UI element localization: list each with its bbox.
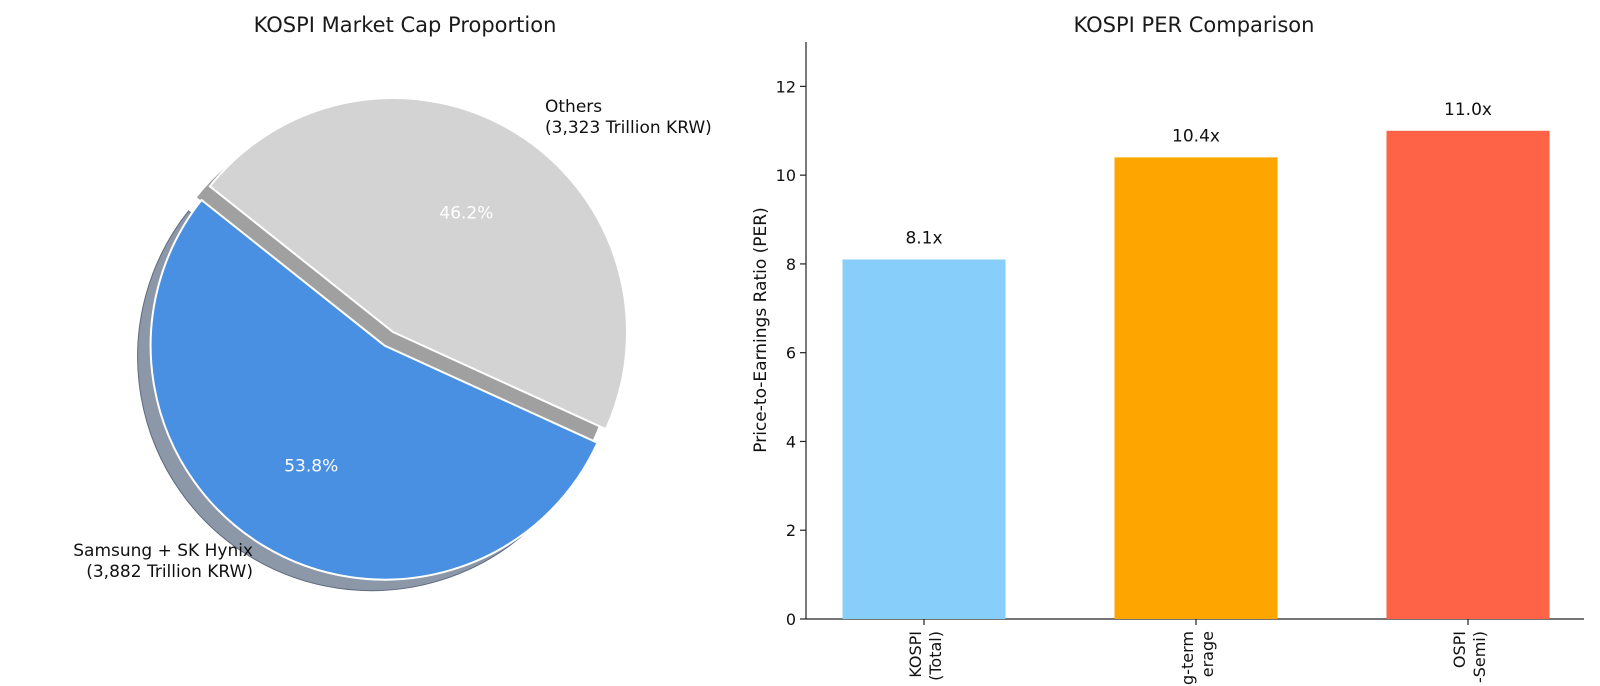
x-tick-label-line2: -Semi) xyxy=(1470,631,1489,683)
pie-slices xyxy=(149,97,628,581)
bar-2 xyxy=(1386,130,1550,619)
x-tick-label-line2: (Total) xyxy=(926,631,945,681)
y-tick-label: 6 xyxy=(786,344,796,363)
y-tick-label: 12 xyxy=(776,77,796,96)
x-tick-label-line2: erage xyxy=(1198,631,1217,677)
pie-chart: KOSPI Market Cap Proportion 53.8% 46.2% … xyxy=(73,13,712,592)
y-tick-label: 0 xyxy=(786,610,796,629)
bar-title: KOSPI PER Comparison xyxy=(1074,13,1315,37)
pie-title: KOSPI Market Cap Proportion xyxy=(254,13,557,37)
y-tick-label: 8 xyxy=(786,255,796,274)
bar-value-label: 11.0x xyxy=(1444,100,1492,120)
bar-value-label: 8.1x xyxy=(905,228,942,248)
bar-value-labels: 8.1x 10.4x 11.0x xyxy=(905,100,1492,249)
y-tick-label: 10 xyxy=(776,166,796,185)
pie-slice-label-others: Others xyxy=(545,97,602,117)
bar-value-label: 10.4x xyxy=(1172,126,1220,146)
pie-slice-samsung xyxy=(149,198,599,581)
x-tick-label-line1: g-term xyxy=(1178,631,1197,685)
bar-0 xyxy=(842,259,1006,619)
pie-percent-label-others: 46.2% xyxy=(439,203,493,223)
y-tick-label: 2 xyxy=(786,521,796,540)
x-tick-label-line1: KOSPI xyxy=(906,631,925,678)
x-tick-label-line1: OSPI xyxy=(1450,631,1469,668)
pie-slice-others xyxy=(208,97,628,431)
x-ticks: KOSPI (Total) g-term erage OSPI -Semi) xyxy=(906,619,1489,685)
pie-slice-sublabel-others: (3,323 Trillion KRW) xyxy=(545,118,712,138)
bar-chart: KOSPI PER Comparison 0 2 4 6 8 10 12 Price-to-… xyxy=(751,13,1584,685)
pie-percent-label-samsung: 53.8% xyxy=(284,456,338,476)
y-tick-label: 4 xyxy=(786,432,796,451)
pie-slice-label-samsung: Samsung + SK Hynix xyxy=(73,541,253,561)
pie-slice-sublabel-samsung: (3,882 Trillion KRW) xyxy=(86,562,253,582)
y-ticks: 0 2 4 6 8 10 12 xyxy=(776,77,806,629)
y-axis-label: Price-to-Earnings Ratio (PER) xyxy=(751,207,771,452)
bars xyxy=(842,130,1550,619)
bar-1 xyxy=(1114,157,1278,619)
